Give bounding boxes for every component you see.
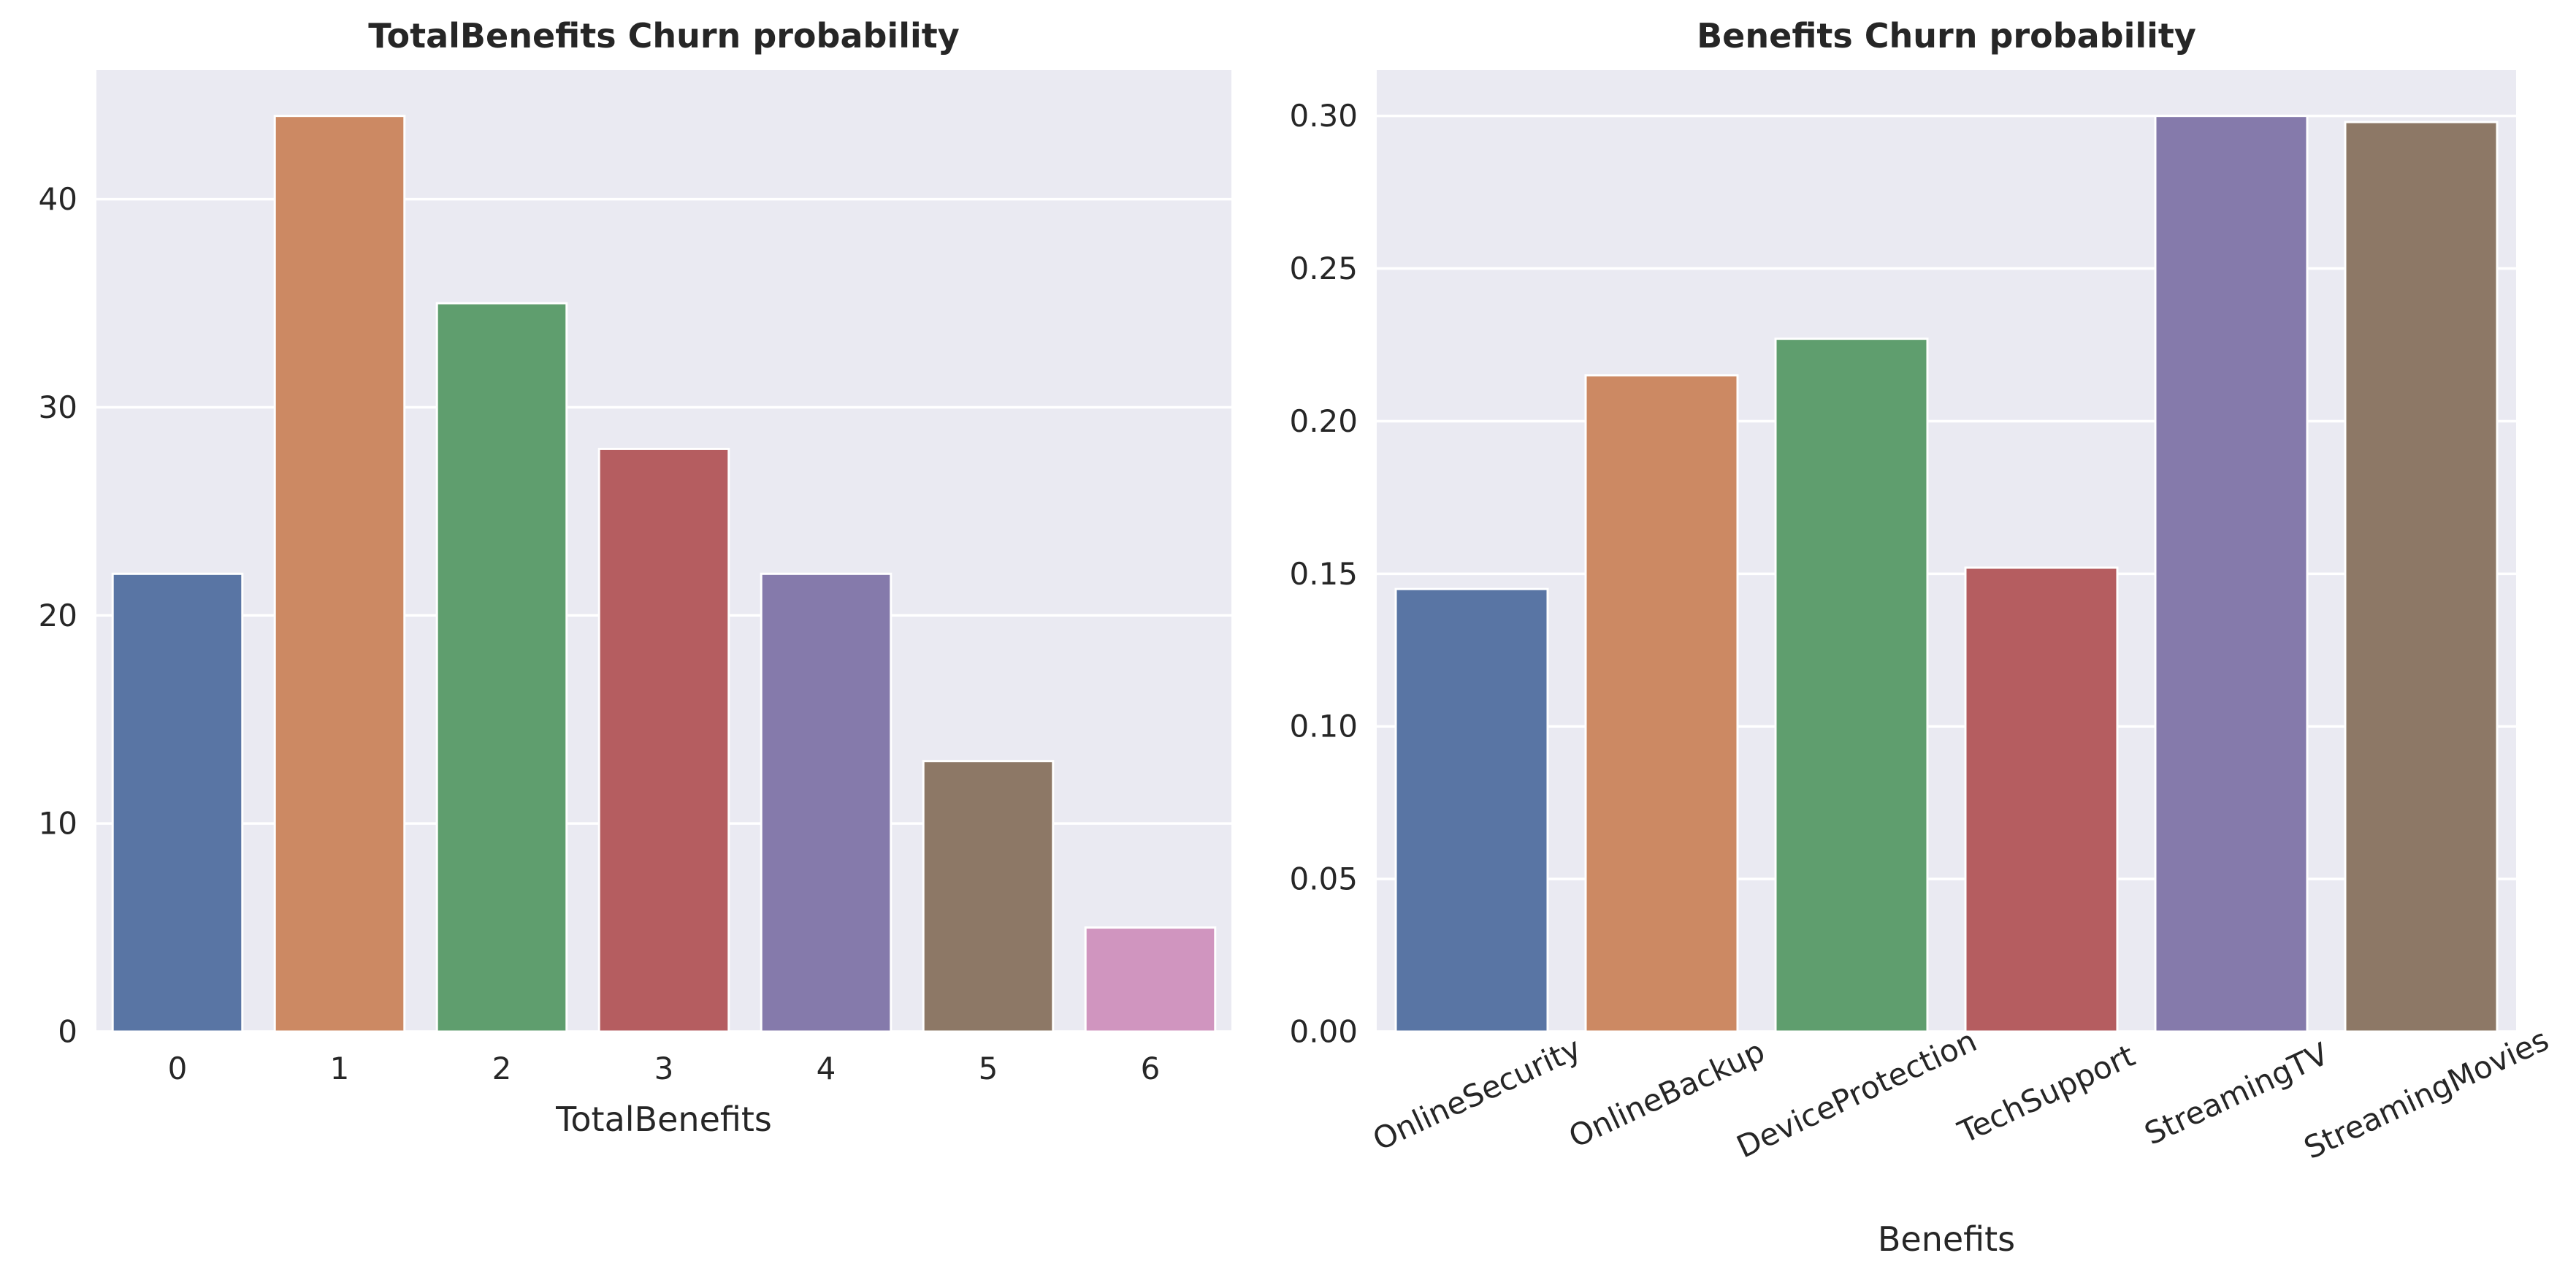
bar-onlinesecurity	[1394, 587, 1549, 1033]
bar-5	[922, 760, 1055, 1033]
x-tick-label: 2	[492, 1051, 512, 1086]
y-tick-label: 10	[39, 806, 77, 842]
y-tick-label: 30	[39, 389, 77, 425]
bar-2	[435, 302, 568, 1033]
y-tick-label: 0.10	[1289, 709, 1358, 744]
y-tick-label: 40	[39, 181, 77, 217]
y-tick-label: 0.20	[1289, 403, 1358, 439]
bar-0	[111, 572, 244, 1033]
chart-total-benefits: 0 10 20 30 40 0 1 2 3 4 5 6 TotalBenefits Churn prob…	[39, 16, 1231, 1139]
y-tick-label: 0.25	[1289, 251, 1358, 286]
x-tick-label: 0	[168, 1051, 188, 1086]
y-tick-label: 0	[58, 1014, 77, 1050]
y-tick-label: 0.00	[1289, 1014, 1358, 1050]
x-tick-label: StreamingMovies	[2298, 1021, 2554, 1166]
y-tick-label: 0.30	[1289, 98, 1358, 134]
x-axis-label: TotalBenefits	[555, 1100, 772, 1139]
y-tick-label: 0.05	[1289, 861, 1358, 897]
chart-title: TotalBenefits Churn probability	[368, 16, 959, 56]
x-axis-label: Benefits	[1878, 1219, 2015, 1259]
x-tick-label: 5	[979, 1051, 998, 1086]
chart-title: Benefits Churn probability	[1697, 16, 2196, 56]
bar-3	[597, 447, 730, 1033]
bar-deviceprotection	[1774, 338, 1929, 1033]
bar-techsupport	[1964, 566, 2119, 1033]
y-tick-label: 0.15	[1289, 556, 1358, 592]
bar-onlinebackup	[1584, 374, 1739, 1033]
plot-area	[1377, 70, 2516, 1032]
bar-6	[1084, 926, 1217, 1033]
bar-streamingtv	[2154, 115, 2309, 1033]
bar-1	[273, 115, 406, 1033]
x-tick-label: DeviceProtection	[1731, 1023, 1981, 1165]
x-tick-label: 1	[330, 1051, 350, 1086]
chart-benefits: 0.00 0.05 0.10 0.15 0.20 0.25 0.30 OnlineSecuri…	[1289, 16, 2553, 1259]
x-tick-label: 4	[817, 1051, 836, 1086]
x-tick-label: 6	[1141, 1051, 1161, 1086]
y-tick-label: 20	[39, 598, 77, 633]
bar-4	[760, 572, 893, 1033]
bar-streamingmovies	[2344, 121, 2499, 1033]
x-tick-label: OnlineSecurity	[1367, 1030, 1586, 1158]
x-tick-label: 3	[654, 1051, 674, 1086]
